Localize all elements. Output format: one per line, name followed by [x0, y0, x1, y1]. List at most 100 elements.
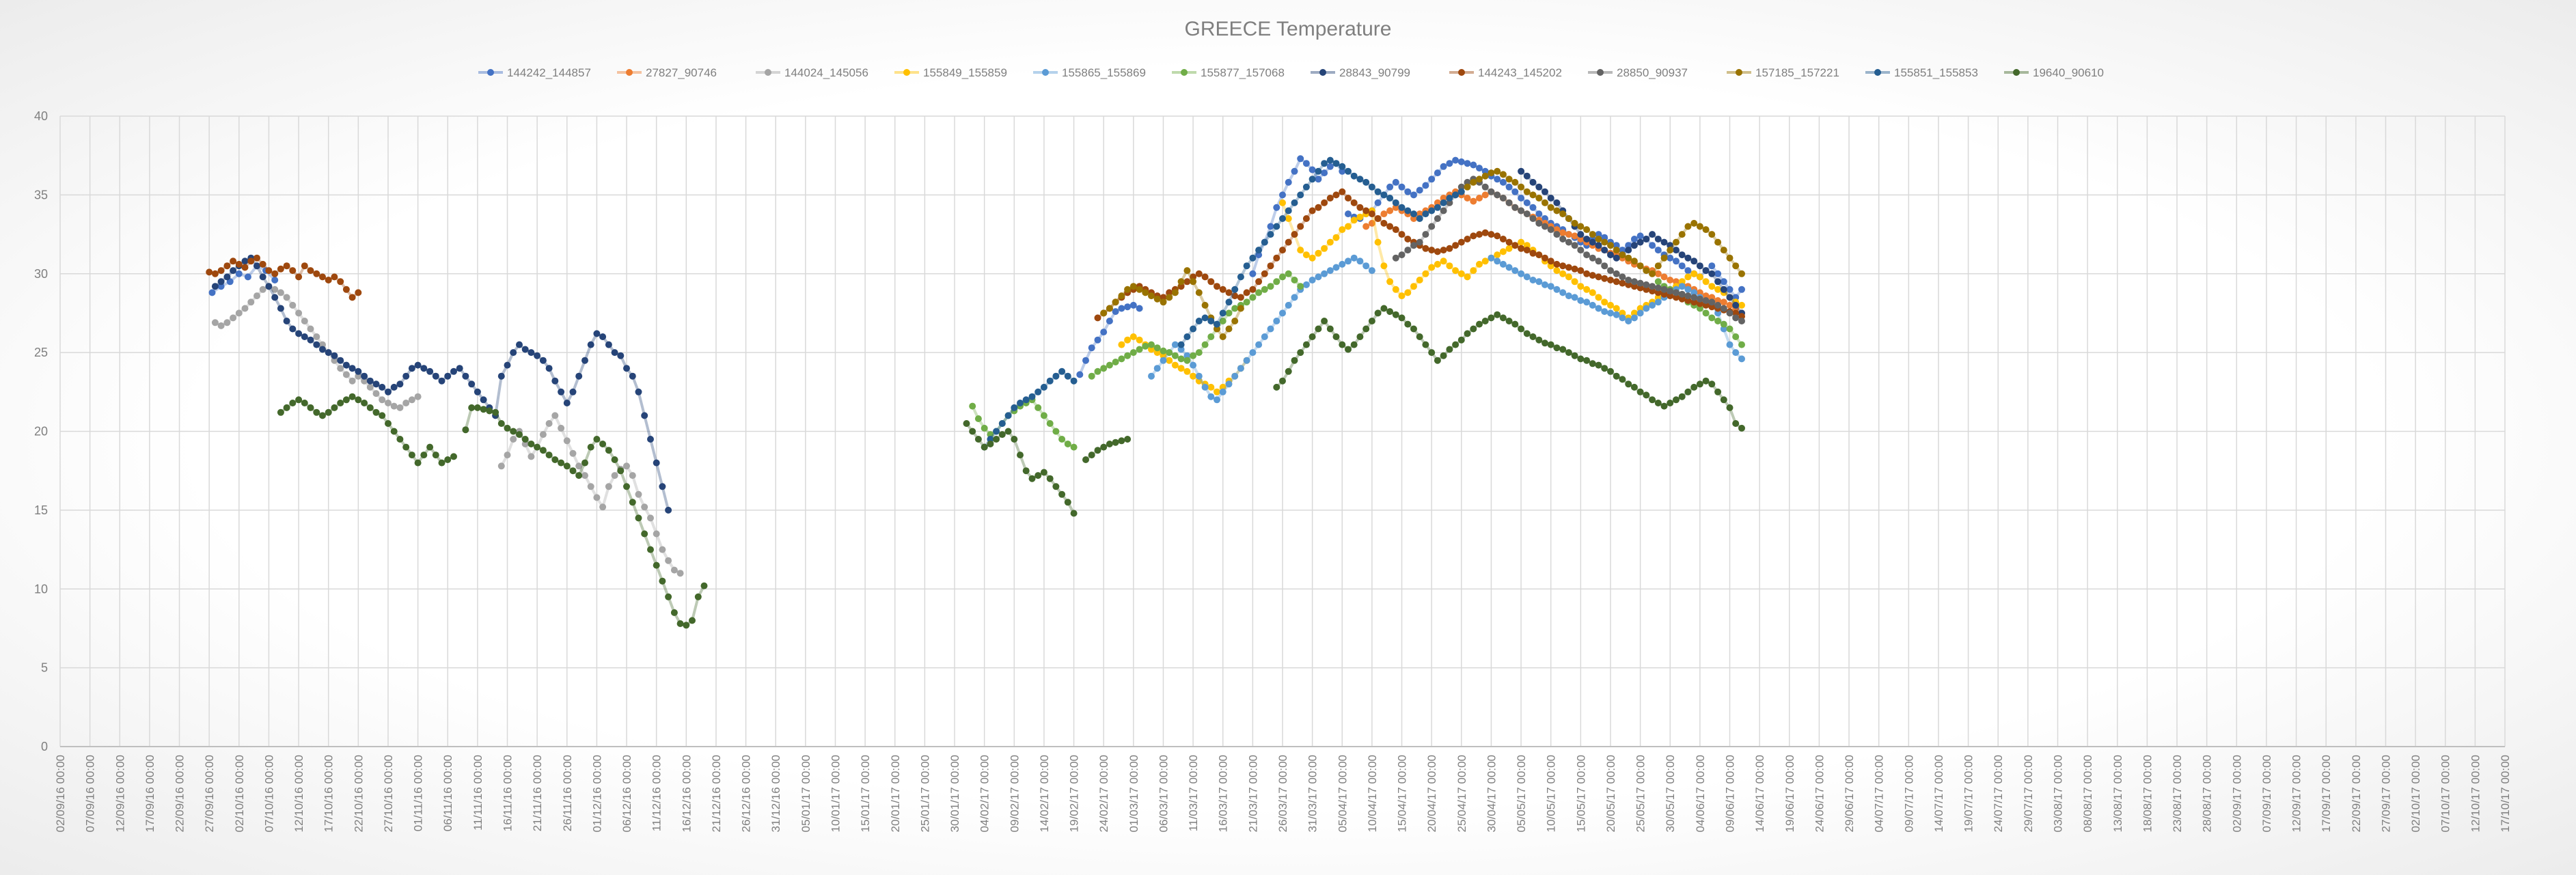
data-point	[563, 400, 571, 406]
data-point	[379, 412, 386, 419]
series-157185_157221	[1100, 167, 1745, 340]
data-point	[379, 396, 386, 404]
data-point	[1094, 367, 1101, 375]
data-point	[1452, 156, 1460, 164]
data-point	[653, 459, 660, 467]
data-point	[1583, 226, 1591, 234]
data-point	[575, 472, 583, 480]
data-point	[1559, 236, 1567, 242]
data-point	[1464, 183, 1471, 191]
data-point	[1577, 297, 1585, 304]
data-point	[981, 424, 988, 432]
x-tick-label: 26/03/17 00:00	[1276, 755, 1289, 832]
data-point	[605, 447, 612, 454]
data-point	[1392, 204, 1399, 211]
data-point	[1696, 305, 1703, 312]
data-point	[1732, 349, 1740, 357]
data-point	[1428, 247, 1436, 254]
series-144242_144857	[208, 155, 1745, 378]
x-tick-label: 15/01/17 00:00	[859, 755, 872, 832]
data-point	[1529, 215, 1537, 222]
data-point	[1523, 247, 1531, 254]
data-point	[1464, 178, 1471, 186]
data-point	[539, 431, 547, 439]
data-point	[1518, 325, 1525, 333]
data-point	[1720, 320, 1727, 328]
data-point	[1654, 400, 1662, 406]
y-tick-label: 40	[34, 109, 48, 123]
legend-swatch-marker	[1597, 69, 1604, 76]
data-point	[492, 408, 499, 416]
data-point	[408, 365, 415, 372]
data-point	[1542, 339, 1548, 347]
data-point	[462, 372, 469, 380]
data-point	[1219, 309, 1227, 317]
data-point	[1339, 260, 1346, 268]
data-point	[1190, 273, 1197, 281]
legend-swatch-marker	[487, 69, 494, 76]
data-point	[1619, 376, 1626, 383]
data-point	[593, 330, 601, 337]
data-point	[1392, 226, 1399, 234]
data-point	[641, 503, 648, 511]
data-point	[1195, 318, 1203, 324]
data-point	[1308, 333, 1316, 340]
data-point	[987, 436, 994, 443]
data-point	[307, 325, 314, 333]
x-tick-label: 29/06/17 00:00	[1843, 755, 1856, 832]
data-point	[432, 452, 439, 459]
data-point	[1714, 238, 1722, 246]
legend-swatch-marker	[903, 69, 910, 76]
data-point	[1356, 333, 1364, 340]
data-point	[1339, 163, 1346, 170]
data-point	[653, 530, 660, 538]
data-point	[1613, 372, 1620, 380]
data-point	[468, 380, 476, 388]
data-point	[665, 557, 672, 564]
chart-legend: 144242_144857 27827_90746 144024_145056 155…	[478, 66, 2104, 79]
data-point	[385, 388, 392, 395]
data-point	[1702, 292, 1710, 300]
data-point	[1279, 215, 1286, 222]
x-tick-label: 14/02/17 00:00	[1038, 755, 1051, 832]
data-point	[277, 305, 284, 312]
data-point	[1678, 251, 1686, 259]
data-point	[605, 483, 612, 490]
legend-label: 144242_144857	[507, 66, 591, 79]
data-point	[1255, 247, 1263, 254]
data-point	[1649, 288, 1656, 295]
data-point	[1542, 281, 1548, 288]
legend-label: 19640_90610	[2033, 66, 2104, 79]
data-point	[1535, 183, 1543, 191]
data-point	[1070, 510, 1078, 517]
data-point	[1302, 160, 1310, 167]
data-point	[1720, 305, 1727, 312]
y-tick-label: 10	[34, 582, 48, 596]
data-point	[670, 609, 678, 616]
data-point	[510, 349, 517, 357]
data-point	[1684, 286, 1692, 293]
data-point	[641, 412, 648, 419]
data-point	[593, 494, 601, 501]
data-point	[623, 483, 630, 490]
data-point	[254, 292, 260, 300]
series-144024_145056	[211, 283, 684, 577]
x-tick-label: 28/08/17 00:00	[2201, 755, 2214, 832]
data-point	[1607, 301, 1614, 309]
data-point	[1577, 231, 1585, 238]
data-point	[599, 441, 607, 447]
data-point	[1673, 278, 1680, 286]
x-tick-label: 06/12/16 00:00	[620, 755, 633, 832]
data-point	[1261, 333, 1268, 340]
data-point	[1571, 219, 1578, 227]
data-point	[271, 294, 279, 301]
data-point	[1315, 249, 1322, 257]
data-point	[1660, 238, 1668, 246]
data-point	[558, 424, 565, 432]
data-point	[1171, 361, 1179, 369]
data-point	[1553, 199, 1561, 206]
data-point	[1398, 251, 1406, 259]
data-point	[1440, 195, 1447, 202]
data-point	[1171, 352, 1179, 359]
